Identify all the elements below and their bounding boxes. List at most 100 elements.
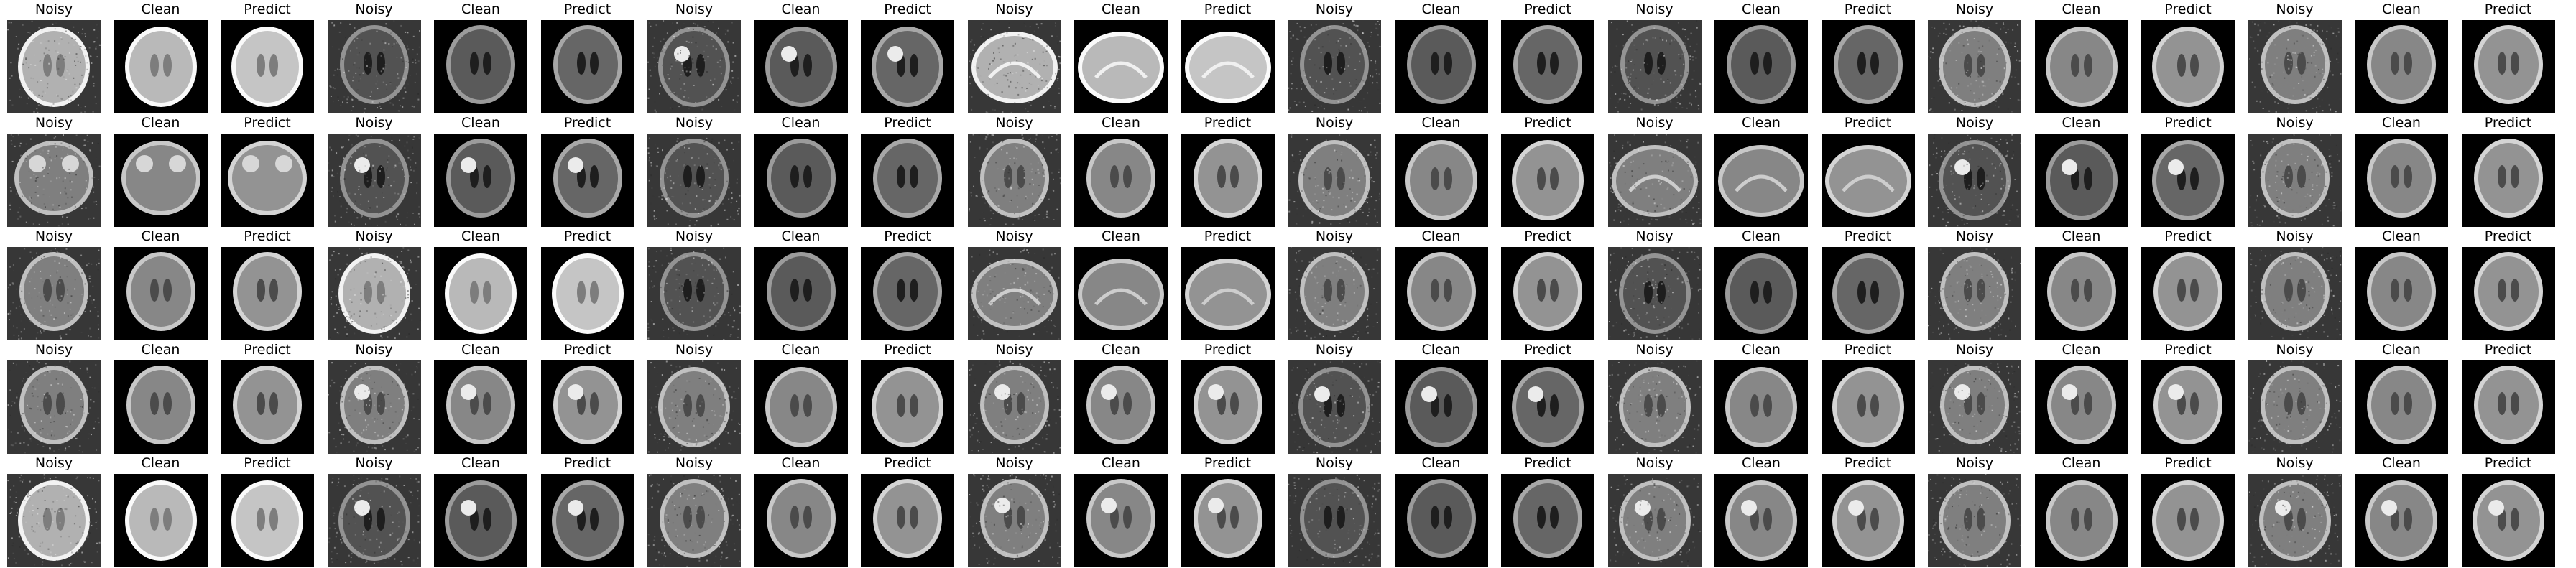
panel-title: Predict — [1844, 1, 1892, 17]
mri-image — [1821, 134, 1915, 227]
mri-image — [1501, 20, 1594, 113]
mri-image — [1394, 20, 1488, 113]
panel-title: Clean — [461, 342, 500, 358]
mri-image — [434, 360, 527, 454]
panel-title: Noisy — [675, 1, 714, 17]
panel-title: Noisy — [2276, 228, 2314, 244]
mri-image — [221, 134, 314, 227]
mri-image — [1821, 474, 1915, 567]
panel-title: Predict — [2164, 228, 2212, 244]
panel-title: Predict — [1524, 115, 1571, 131]
panel-title: Noisy — [355, 1, 393, 17]
mri-image — [2355, 247, 2448, 340]
mri-image — [7, 20, 101, 113]
mri-image — [1821, 360, 1915, 454]
panel-title: Noisy — [995, 342, 1033, 358]
panel-title: Predict — [1844, 455, 1892, 471]
mri-image — [754, 20, 848, 113]
mri-image — [7, 247, 101, 340]
mri-image — [2248, 20, 2342, 113]
mri-image — [967, 474, 1061, 567]
mri-image — [2355, 134, 2448, 227]
mri-image — [1394, 474, 1488, 567]
mri-image — [2461, 474, 2555, 567]
panel-title: Clean — [1102, 342, 1140, 358]
panel-title: Predict — [1524, 1, 1571, 17]
mri-image — [114, 360, 208, 454]
mri-image — [1074, 474, 1168, 567]
panel-title: Predict — [1844, 228, 1892, 244]
mri-image — [540, 247, 634, 340]
panel-title: Clean — [1102, 1, 1140, 17]
panel-title: Noisy — [34, 342, 73, 358]
mri-image — [2034, 360, 2128, 454]
panel-title: Noisy — [355, 342, 393, 358]
panel-title: Clean — [1102, 115, 1140, 131]
panel-title: Predict — [244, 342, 291, 358]
mri-image — [327, 20, 421, 113]
mri-image — [754, 134, 848, 227]
mri-image — [1394, 247, 1488, 340]
panel-title: Noisy — [1955, 455, 1994, 471]
panel-title: Noisy — [995, 115, 1033, 131]
panel-title: Predict — [563, 228, 611, 244]
panel-title: Predict — [1204, 455, 1252, 471]
panel-title: Clean — [1421, 455, 1461, 471]
mri-image — [1181, 474, 1275, 567]
panel-title: Clean — [141, 455, 180, 471]
mri-image — [1181, 360, 1275, 454]
panel-title: Predict — [2164, 1, 2212, 17]
mri-image — [2355, 474, 2448, 567]
mri-image — [861, 247, 954, 340]
mri-image — [7, 360, 101, 454]
panel-title: Clean — [1742, 342, 1781, 358]
panel-title: Clean — [2382, 455, 2421, 471]
panel-title: Predict — [2164, 115, 2212, 131]
mri-image — [1288, 360, 1381, 454]
panel-title: Noisy — [1635, 1, 1674, 17]
mri-image — [647, 360, 741, 454]
mri-image — [2248, 247, 2342, 340]
panel-title: Predict — [1204, 115, 1252, 131]
panel-title: Noisy — [2276, 342, 2314, 358]
mri-image — [1501, 474, 1594, 567]
mri-image — [2141, 474, 2235, 567]
panel-title: Clean — [1742, 228, 1781, 244]
panel-title: Predict — [884, 115, 931, 131]
mri-image — [221, 247, 314, 340]
mri-image — [967, 20, 1061, 113]
panel-title: Predict — [2164, 342, 2212, 358]
mri-image — [647, 474, 741, 567]
mri-image — [647, 20, 741, 113]
panel-title: Predict — [1524, 342, 1571, 358]
mri-image — [2141, 360, 2235, 454]
mri-image — [7, 474, 101, 567]
panel-title: Clean — [781, 228, 821, 244]
panel-title: Predict — [563, 455, 611, 471]
mri-image — [1288, 474, 1381, 567]
panel-title: Predict — [1524, 455, 1571, 471]
panel-title: Noisy — [2276, 1, 2314, 17]
panel-title: Noisy — [355, 228, 393, 244]
panel-title: Predict — [563, 342, 611, 358]
panel-title: Clean — [141, 228, 180, 244]
mri-image — [1607, 134, 1702, 227]
panel-title: Predict — [884, 342, 931, 358]
panel-title: Clean — [461, 1, 500, 17]
mri-image — [327, 474, 421, 567]
mri-image — [540, 20, 634, 113]
panel-title: Predict — [1204, 1, 1252, 17]
mri-image — [1074, 134, 1168, 227]
mri-image — [861, 360, 954, 454]
panel-title: Predict — [2484, 455, 2532, 471]
mri-image — [1288, 247, 1381, 340]
panel-title: Clean — [2062, 455, 2101, 471]
mri-image — [2461, 20, 2555, 113]
panel-title: Noisy — [1955, 1, 1994, 17]
mri-image — [2034, 247, 2128, 340]
mri-image — [1501, 360, 1594, 454]
mri-image — [2355, 20, 2448, 113]
mri-image — [1928, 20, 2021, 113]
panel-title: Clean — [781, 1, 821, 17]
